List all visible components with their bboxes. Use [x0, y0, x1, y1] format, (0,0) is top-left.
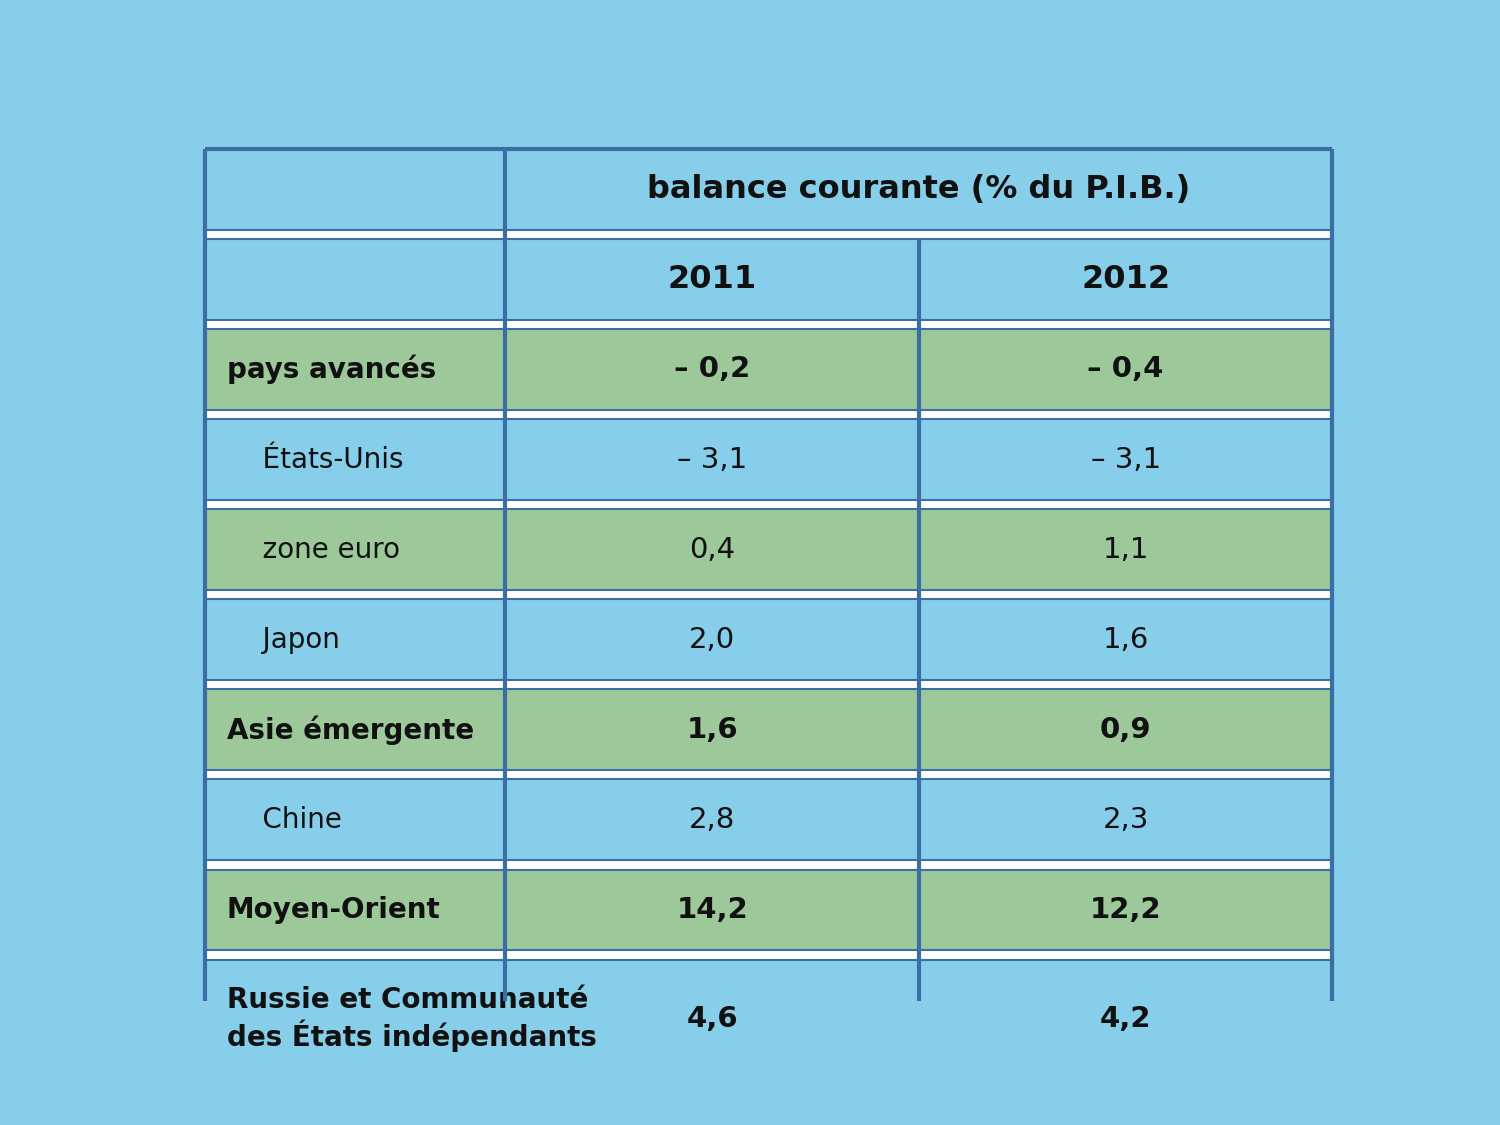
Bar	[206, 591, 1332, 600]
Text: 2012: 2012	[1082, 264, 1170, 295]
Bar	[206, 780, 1332, 861]
Text: 0,4: 0,4	[688, 536, 735, 564]
Text: – 3,1: – 3,1	[676, 446, 747, 474]
Bar	[206, 229, 1332, 238]
Bar	[206, 771, 1332, 780]
Bar	[206, 600, 1332, 681]
Text: pays avancés: pays avancés	[226, 354, 436, 385]
Text: Chine: Chine	[226, 806, 342, 834]
Text: 12,2: 12,2	[1090, 896, 1161, 924]
Text: 1,6: 1,6	[1102, 626, 1149, 654]
Bar	[206, 870, 1332, 951]
Bar	[206, 951, 1332, 960]
Bar	[920, 238, 1332, 320]
Text: États-Unis: États-Unis	[226, 446, 404, 474]
Text: 2,3: 2,3	[1102, 806, 1149, 834]
Bar	[506, 238, 920, 320]
Bar	[206, 410, 1332, 420]
Bar	[206, 861, 1332, 870]
Text: 4,6: 4,6	[687, 1006, 738, 1034]
Bar	[506, 148, 1332, 229]
Text: Japon: Japon	[226, 626, 339, 654]
Text: 1,6: 1,6	[687, 716, 738, 744]
Text: 4,2: 4,2	[1100, 1006, 1152, 1034]
Bar	[206, 510, 1332, 591]
Text: Moyen-Orient: Moyen-Orient	[226, 896, 441, 924]
Text: – 0,2: – 0,2	[674, 356, 750, 384]
Text: 2,8: 2,8	[688, 806, 735, 834]
Bar	[206, 500, 1332, 510]
Bar	[206, 420, 1332, 500]
Text: balance courante (% du P.I.B.): balance courante (% du P.I.B.)	[648, 173, 1191, 205]
Text: 0,9: 0,9	[1100, 716, 1152, 744]
Text: 1,1: 1,1	[1102, 536, 1149, 564]
Text: Russie et Communauté
des États indépendants: Russie et Communauté des États indépenda…	[226, 987, 597, 1052]
Text: 14,2: 14,2	[676, 896, 748, 924]
Bar	[206, 238, 506, 320]
Bar	[206, 960, 1332, 1079]
Text: zone euro: zone euro	[226, 536, 399, 564]
Text: 2,0: 2,0	[688, 626, 735, 654]
Text: – 3,1: – 3,1	[1090, 446, 1161, 474]
Bar	[206, 328, 1332, 410]
Bar	[206, 690, 1332, 771]
Bar	[206, 319, 1332, 328]
Bar	[206, 148, 506, 229]
Text: 2011: 2011	[668, 264, 758, 295]
Text: Asie émergente: Asie émergente	[226, 716, 474, 745]
Text: – 0,4: – 0,4	[1088, 356, 1164, 384]
Bar	[206, 681, 1332, 690]
